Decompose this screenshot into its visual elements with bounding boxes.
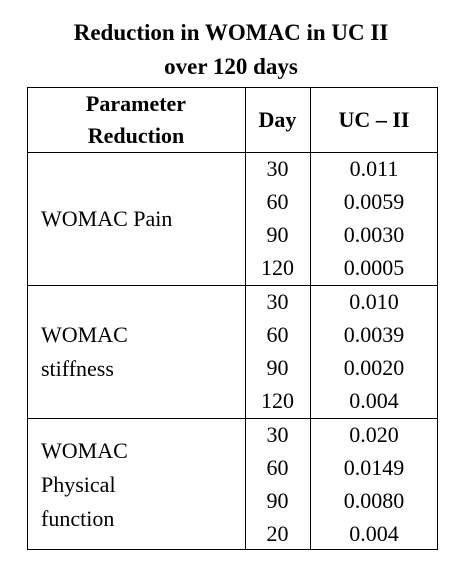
- parameter-text: Physical: [41, 471, 116, 497]
- value-cell: 0.004: [349, 388, 399, 414]
- day-cell: 90: [266, 488, 289, 514]
- value-cell: 0.020: [349, 421, 399, 447]
- header-cell: Day: [258, 106, 297, 132]
- title-line: Reduction in WOMAC in UC II: [73, 20, 389, 45]
- row-divider: [27, 152, 438, 153]
- day-cell: 90: [266, 222, 289, 248]
- day-cell: 60: [266, 321, 289, 347]
- parameter-text: WOMAC: [41, 321, 128, 347]
- value-cell: 0.0005: [343, 255, 405, 281]
- parameter-text: WOMAC Pain: [41, 205, 173, 231]
- day-cell: 90: [266, 355, 289, 381]
- parameter-text: stiffness: [41, 355, 114, 381]
- value-cell: 0.010: [349, 288, 399, 314]
- value-cell: 0.0039: [343, 321, 405, 347]
- parameter-cell: WOMAC Pain: [27, 152, 245, 285]
- table-border: [27, 87, 438, 550]
- column-divider: [310, 87, 311, 550]
- title-line: over 120 days: [164, 54, 298, 79]
- value-cell: 0.0080: [343, 488, 405, 514]
- row-divider: [27, 418, 438, 419]
- day-cell: 30: [266, 288, 289, 314]
- value-cell: 0.0149: [343, 454, 405, 480]
- parameter-text: WOMAC: [41, 437, 128, 463]
- value-cell: 0.0030: [343, 222, 405, 248]
- day-cell: 60: [266, 454, 289, 480]
- parameter-cell: WOMAC Physical function: [27, 418, 245, 551]
- day-cell: 120: [261, 388, 294, 414]
- header-text: Reduction: [87, 122, 185, 148]
- day-cell: 20: [266, 521, 289, 547]
- day-cell: 30: [266, 421, 289, 447]
- day-cell: 120: [261, 255, 294, 281]
- day-cell: 30: [266, 155, 289, 181]
- row-divider: [27, 285, 438, 286]
- header-cell: Parameter Reduction: [27, 87, 245, 152]
- day-cell: 60: [266, 188, 289, 214]
- header-text: Parameter: [85, 90, 187, 116]
- parameter-text: function: [41, 505, 115, 531]
- value-cell: 0.0020: [343, 355, 405, 381]
- column-divider: [245, 87, 246, 550]
- header-cell: UC – II: [338, 106, 410, 132]
- parameter-cell: WOMAC stiffness: [27, 285, 245, 418]
- value-cell: 0.0059: [343, 188, 405, 214]
- value-cell: 0.004: [349, 521, 399, 547]
- value-cell: 0.011: [349, 155, 399, 181]
